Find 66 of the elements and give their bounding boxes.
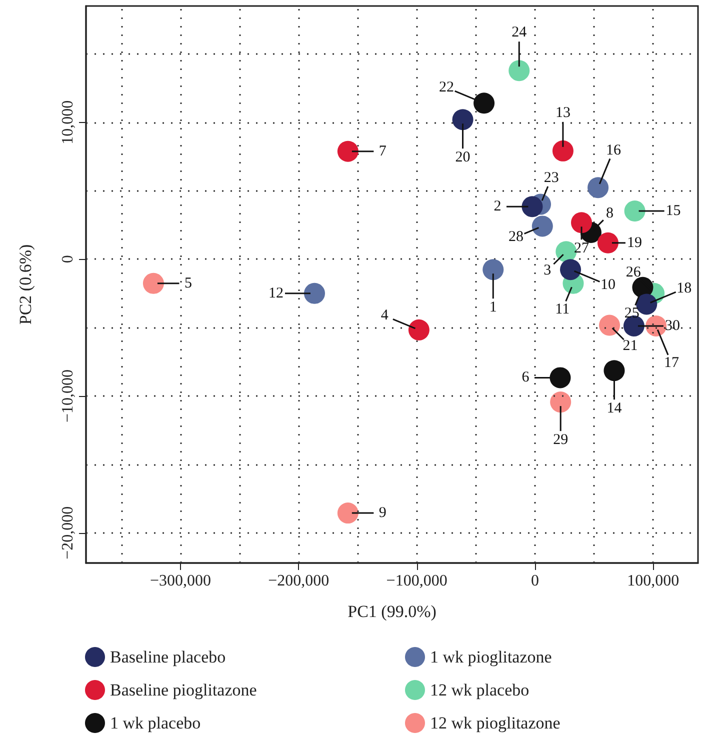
annotation: 30	[664, 318, 680, 334]
annotation: 5	[184, 275, 192, 292]
annotation: 18	[676, 280, 692, 297]
legend-label: Baseline pioglitazone	[110, 680, 257, 700]
annotation: 15	[666, 203, 681, 220]
point	[142, 272, 164, 294]
annotation: 3	[544, 262, 552, 278]
annotation: 20	[455, 150, 470, 166]
point	[482, 259, 504, 280]
point	[508, 60, 530, 82]
annotation: 2	[494, 198, 502, 215]
point	[624, 200, 646, 222]
annotation: 1	[489, 300, 497, 316]
point	[588, 177, 609, 198]
legend-label: 12 wk placebo	[430, 680, 530, 700]
point	[522, 196, 543, 218]
annotation: 21	[622, 338, 638, 354]
annotation: 8	[606, 206, 614, 222]
y-tick-label: −10,000	[60, 370, 76, 423]
annotation: 13	[555, 104, 570, 121]
point	[604, 360, 625, 382]
point	[452, 109, 474, 130]
x-tick-label: 0	[530, 572, 539, 590]
point	[552, 140, 574, 162]
x-tick-label: −100,000	[386, 572, 448, 590]
annotation: 10	[600, 277, 616, 294]
annotation: 14	[606, 400, 622, 417]
annotation: 23	[544, 170, 559, 186]
y-tick-label: 10,000	[60, 100, 76, 144]
annotation: 11	[555, 302, 570, 318]
annotation: 4	[380, 308, 389, 324]
point	[474, 92, 495, 114]
annotation: 17	[664, 355, 680, 372]
y-axis-title: PC2 (0.6%)	[16, 244, 35, 325]
annotation: 7	[378, 143, 387, 160]
point	[550, 392, 572, 413]
annotation: 26	[626, 264, 642, 281]
x-tick-label: −200,000	[268, 572, 330, 590]
x-tick-label: −300,000	[150, 572, 212, 590]
annotation: 12	[268, 285, 284, 302]
annotation: 6	[522, 370, 530, 386]
point	[560, 259, 582, 280]
annotation: 29	[553, 432, 568, 448]
legend-label: 1 wk placebo	[110, 714, 201, 732]
annotation: 22	[439, 80, 454, 96]
legend-label: Baseline placebo	[110, 648, 226, 666]
point	[337, 502, 358, 524]
annotation: 9	[378, 505, 386, 522]
point	[408, 319, 430, 340]
x-axis-title: PC1 (99.0%)	[348, 602, 436, 621]
annotation: 19	[626, 234, 642, 251]
y-tick-label: 0	[60, 255, 76, 264]
point	[597, 232, 618, 254]
point	[550, 367, 571, 388]
annotation: 24	[512, 24, 528, 41]
point	[304, 282, 325, 304]
point	[599, 314, 620, 336]
annotation: 28	[508, 229, 524, 246]
point	[532, 216, 553, 237]
legend-label: 1 wk pioglitazone	[430, 648, 552, 666]
point	[337, 140, 358, 162]
y-tick-label: −20,000	[60, 506, 76, 560]
x-tick-label: 100,000	[627, 572, 680, 590]
point	[571, 212, 592, 234]
legend-label: 12 wk pioglitazone	[430, 714, 560, 732]
annotation: 16	[606, 142, 622, 158]
